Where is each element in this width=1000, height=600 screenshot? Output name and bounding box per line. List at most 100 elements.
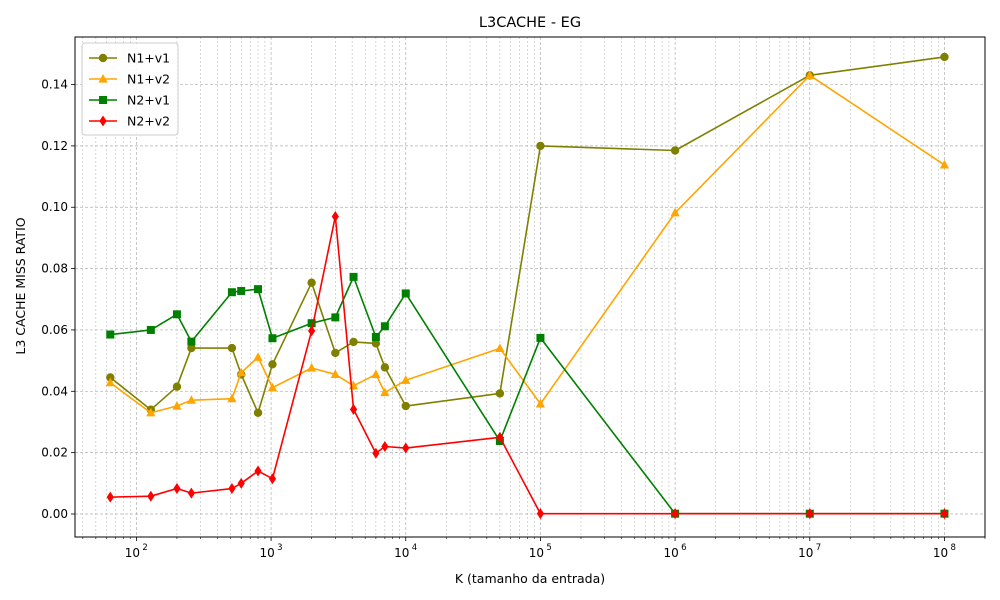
x-tick-label: 10 [663,546,678,560]
data-point [381,441,389,453]
data-point [187,337,196,346]
data-point [267,382,278,392]
data-point [380,363,390,372]
data-point [940,508,949,520]
y-tick-label: 0.04 [41,384,68,398]
data-point [401,289,410,298]
data-point [331,348,340,358]
data-point [372,447,380,459]
data-point [268,334,277,343]
x-tick-label: 10 [529,546,544,560]
x-tick-exponent: 8 [950,543,955,553]
legend-label: N2+v2 [127,114,170,129]
data-point [173,483,181,495]
data-point [268,473,277,485]
data-point [330,369,340,379]
data-point [172,382,182,391]
x-tick-label: 10 [259,546,274,560]
data-point [308,325,316,337]
data-point [331,210,339,222]
data-point [349,337,358,347]
data-point [106,373,115,382]
data-point [228,483,236,495]
data-point [253,408,263,417]
data-point [146,407,156,417]
data-point [380,322,389,331]
data-point [536,333,545,342]
data-point [106,330,115,339]
data-point [535,398,546,408]
series-n2-plus-v2 [106,210,949,520]
x-tick-exponent: 6 [681,543,686,553]
x-tick-exponent: 4 [412,543,417,553]
x-axis-label: K (tamanho da entrada) [455,571,605,586]
chart-title: L3CACHE - EG [479,15,581,31]
series-n2-plus-v1 [106,272,949,518]
data-point [254,285,263,294]
y-tick-label: 0.00 [41,507,68,521]
data-point [236,367,246,377]
legend-label: N1+v1 [127,51,170,66]
data-point [401,375,411,384]
series-n1-plus-v2 [105,70,950,417]
legend-marker [98,53,108,63]
legend-marker [99,115,107,127]
data-point [371,339,381,348]
data-point [806,508,814,520]
data-point [939,159,950,169]
data-point [172,310,181,319]
x-tick-exponent: 7 [816,543,821,553]
data-point [254,465,262,477]
data-point [670,146,680,155]
data-point [349,403,358,415]
x-tick-exponent: 2 [142,543,147,553]
data-point [227,288,236,297]
legend-marker [98,74,108,83]
legend-label: N2+v1 [127,93,170,108]
data-point [187,343,196,353]
x-tick-label: 10 [394,546,409,560]
data-point [940,52,949,62]
y-tick-label: 0.06 [41,323,68,337]
data-point [670,207,680,217]
y-tick-label: 0.10 [41,200,68,214]
data-point [371,333,380,341]
data-point [187,487,195,499]
data-point [307,278,316,287]
y-tick-label: 0.14 [41,78,68,92]
data-point [671,508,679,520]
data-point [186,395,196,404]
legend-box [81,42,179,136]
y-axis-label: L3 CACHE MISS RATIO [13,217,28,354]
data-point [349,272,358,281]
data-point [536,508,545,520]
data-point [401,401,410,411]
axis-ticks: 10 2 10 3 10 4 10 5 10 6 10 7 10 80.000.020.040.060.0… [41,78,986,560]
data-point [805,70,815,79]
data-point [371,369,381,379]
data-point [227,393,237,403]
y-tick-label: 0.02 [41,446,68,460]
data-point [105,377,115,387]
x-tick-label: 10 [933,546,948,560]
x-tick-exponent: 3 [277,543,282,553]
data-point [402,442,410,454]
x-tick-label: 10 [125,546,140,560]
data-point [237,477,245,489]
plot-area-frame [74,36,986,538]
legend-label: N1+v2 [127,72,170,87]
data-point [106,491,114,503]
data-point [495,389,505,398]
data-point [536,141,545,151]
series-group [105,52,950,520]
data-point [268,360,277,369]
y-tick-label: 0.08 [41,262,68,276]
data-point [172,401,182,410]
data-point [227,343,237,353]
data-point [496,431,504,443]
data-point [307,362,317,372]
data-point [237,286,246,295]
data-point [495,343,505,352]
data-point [253,352,263,361]
